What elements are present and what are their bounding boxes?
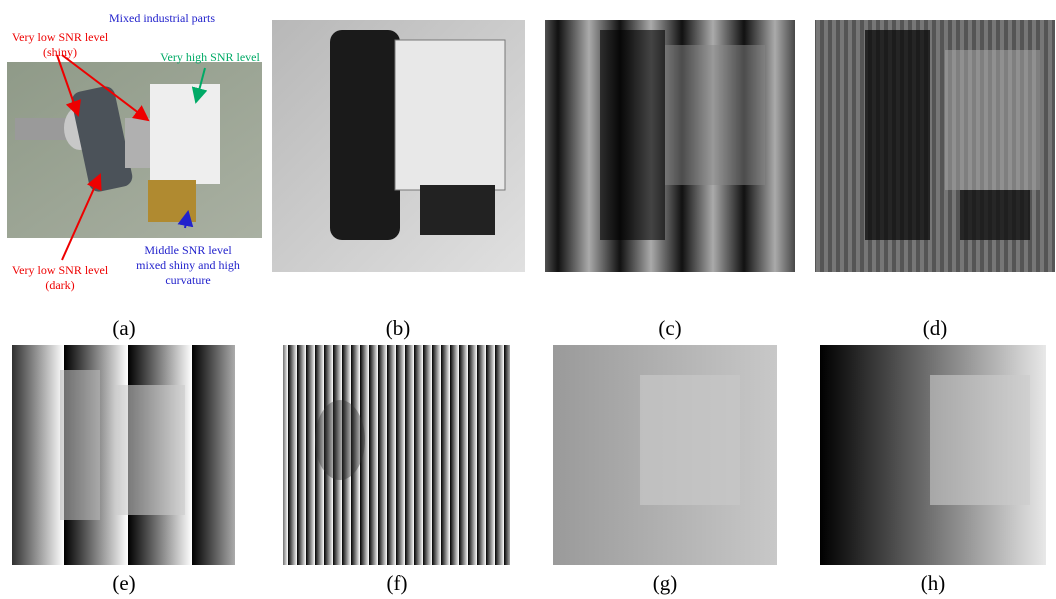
panel-label: (b): [386, 316, 411, 340]
panel-label: (c): [658, 316, 681, 340]
image-h: [820, 345, 1046, 565]
annotation: Very high SNR level: [160, 50, 260, 64]
annotation: Very low SNR level(dark): [12, 263, 109, 292]
annotation: Mixed industrial parts: [109, 11, 215, 25]
image-c: [545, 20, 795, 272]
figure: Mixed industrial parts Very low SNR leve…: [0, 0, 1056, 599]
panel-label: (d): [923, 316, 948, 340]
photo-a: [7, 62, 262, 238]
image-e: [12, 345, 235, 565]
panel-label: (h): [921, 571, 946, 595]
panel-label: (f): [387, 571, 408, 595]
panel-label: (a): [112, 316, 135, 340]
image-b: [272, 20, 525, 272]
image-d: [815, 20, 1055, 272]
annotation: Very low SNR level(shiny): [12, 30, 109, 59]
image-f: [283, 345, 510, 565]
panel-label: (g): [653, 571, 678, 595]
panel-label: (e): [112, 571, 135, 595]
image-g: [553, 345, 777, 565]
